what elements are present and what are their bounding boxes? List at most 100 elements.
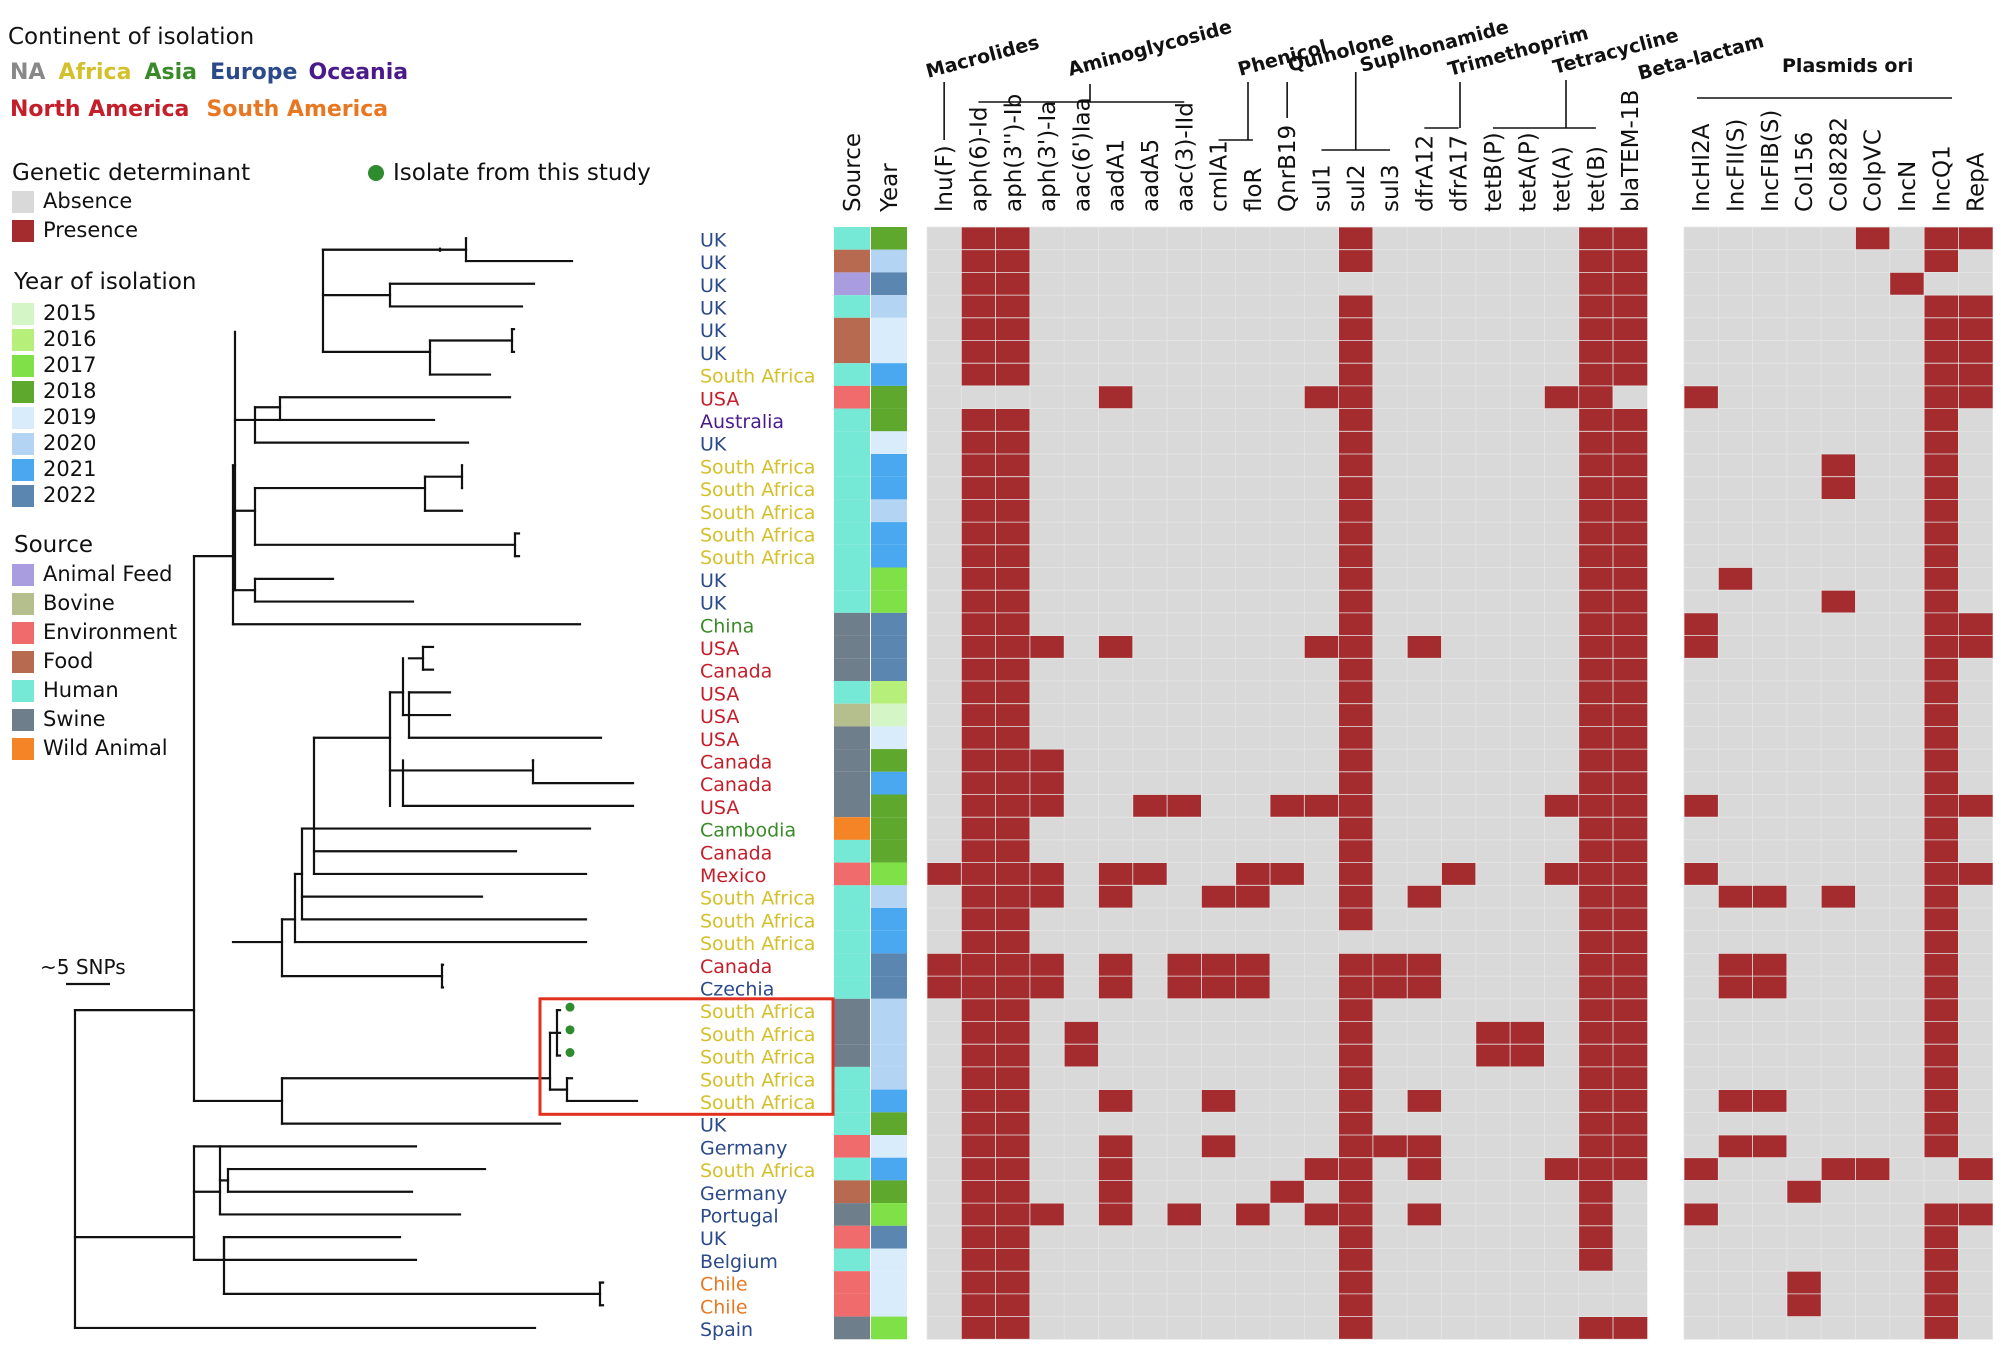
tip-label-7: USA <box>700 388 739 410</box>
gene-header-24: Col156 <box>1792 132 1818 212</box>
presence-cell <box>1958 317 1993 341</box>
source-cell <box>834 317 870 341</box>
presence-cell <box>995 340 1030 364</box>
presence-cell <box>961 567 996 591</box>
gene-header-2: aph(3'')-Ib <box>1001 94 1027 212</box>
presence-cell <box>1304 794 1339 818</box>
source-cell <box>834 839 870 863</box>
presence-cell <box>1235 976 1270 999</box>
source-cell <box>834 930 870 954</box>
presence-cell <box>1475 1021 1511 1045</box>
presence-cell <box>1029 1203 1065 1226</box>
presence-cell <box>1924 476 1959 500</box>
group-macrolides: Macrolides <box>924 31 1042 82</box>
presence-cell <box>1338 567 1373 591</box>
presence-cell <box>1752 1135 1787 1158</box>
group-aminoglycoside: Aminoglycoside <box>1066 16 1235 81</box>
year-cell <box>871 839 907 863</box>
source-cell <box>834 749 870 772</box>
presence-cell <box>1578 953 1613 977</box>
source-cell <box>834 1112 870 1135</box>
presence-cell <box>1924 976 1959 999</box>
presence-cell <box>1098 1135 1133 1158</box>
presence-cell <box>1578 1066 1613 1090</box>
year-cell <box>871 1157 907 1181</box>
presence-cell <box>1338 317 1373 341</box>
gene-header-17: tetA(P) <box>1515 132 1541 212</box>
presence-cell <box>961 476 996 500</box>
year-cell <box>871 885 907 908</box>
presence-cell <box>1338 249 1373 273</box>
presence-cell <box>1167 1203 1202 1226</box>
tip-label-45: Belgium <box>700 1251 778 1273</box>
presence-cell <box>961 1248 996 1272</box>
source-cell <box>834 522 870 545</box>
presence-cell <box>1029 794 1065 818</box>
source-cell <box>834 726 870 750</box>
presence-cell <box>1613 249 1648 273</box>
source-cell <box>834 1066 870 1090</box>
presence-cell <box>1958 385 1993 409</box>
year-cell <box>871 295 907 318</box>
presence-cell <box>1613 454 1648 477</box>
presence-cell <box>961 953 996 977</box>
presence-cell <box>1510 1021 1545 1045</box>
presence-cell <box>1613 976 1648 999</box>
presence-cell <box>1578 476 1613 500</box>
year-label-2017: 2017 <box>43 353 97 377</box>
presence-cell <box>1613 681 1648 704</box>
presence-cell <box>927 862 962 886</box>
presence-cell <box>1338 749 1373 772</box>
year-swatch-2015 <box>12 303 34 325</box>
presence-cell <box>1613 227 1648 250</box>
year-cell <box>871 544 907 568</box>
year-cell <box>871 385 907 409</box>
presence-cell <box>1338 1248 1373 1272</box>
presence-cell <box>1338 1021 1373 1045</box>
presence-cell <box>1338 590 1373 613</box>
tip-label-3: UK <box>700 297 727 319</box>
year-cell <box>871 476 907 500</box>
presence-cell <box>1372 953 1408 977</box>
year-cell <box>871 363 907 386</box>
source-cell <box>834 499 870 523</box>
presence-cell <box>1924 726 1959 750</box>
presence-cell <box>995 295 1030 318</box>
presence-cell <box>1578 499 1613 523</box>
presence-cell <box>961 726 996 750</box>
gene-header-28: IncQ1 <box>1929 145 1955 212</box>
year-cell <box>871 317 907 341</box>
year-cell <box>871 1135 907 1158</box>
presence-cell <box>961 976 996 999</box>
presence-cell <box>1235 885 1270 908</box>
presence-cell <box>1270 1180 1305 1204</box>
year-label-2016: 2016 <box>43 327 97 351</box>
presence-cell <box>1578 544 1613 568</box>
presence-cell <box>995 1044 1030 1067</box>
presence-cell <box>1338 1089 1373 1113</box>
presence-cell <box>1613 1135 1648 1158</box>
presence-cell <box>1201 953 1236 977</box>
presence-cell <box>995 1066 1030 1090</box>
presence-cell <box>1304 635 1339 659</box>
presence-cell <box>1338 385 1373 409</box>
presence-cell <box>1924 1135 1959 1158</box>
presence-cell <box>1338 976 1373 999</box>
year-cell <box>871 454 907 477</box>
presence-cell <box>1338 771 1373 795</box>
year-cell <box>871 862 907 886</box>
source-swatch-food <box>12 651 34 673</box>
year-cell <box>871 567 907 591</box>
presence-cell <box>1613 817 1648 840</box>
presence-cell <box>1924 658 1959 681</box>
presence-cell <box>1270 794 1305 818</box>
presence-cell <box>995 1157 1030 1181</box>
tip-label-31: South Africa <box>700 933 815 955</box>
presence-cell <box>995 749 1030 772</box>
tip-label-6: South Africa <box>700 366 815 388</box>
presence-cell <box>1613 612 1648 636</box>
presence-cell <box>961 317 996 341</box>
presence-cell <box>1578 998 1613 1022</box>
presence-cell <box>1098 953 1133 977</box>
presence-cell <box>927 976 962 999</box>
